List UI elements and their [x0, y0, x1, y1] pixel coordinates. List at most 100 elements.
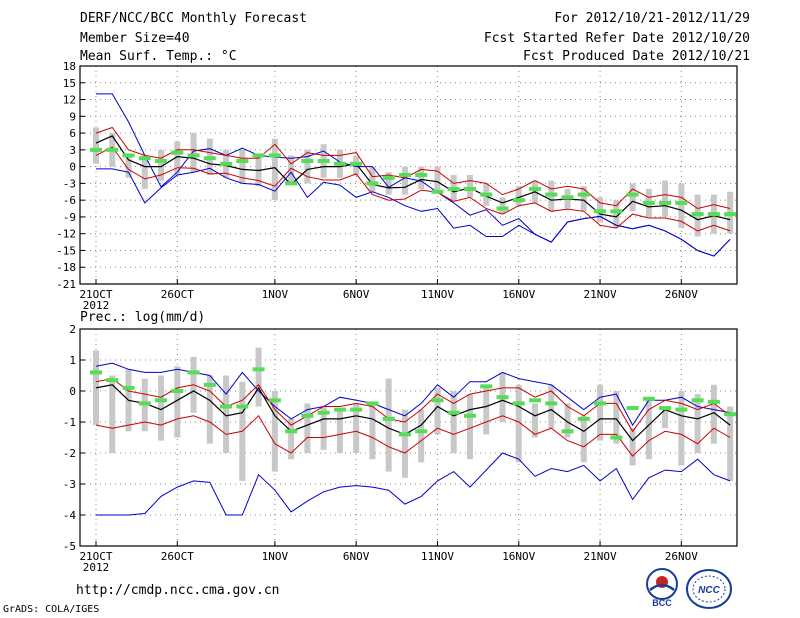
- header-variable: Mean Surf. Temp.: °C: [80, 49, 237, 64]
- prec-ytick-label: -2: [63, 447, 76, 460]
- prec-obs-marker: [512, 401, 525, 406]
- temp-spread-bar: [515, 186, 522, 206]
- prec-xtick-label: 11NOV: [421, 550, 454, 563]
- prec-spread-bar: [483, 384, 490, 435]
- temp-year-label: 2012: [83, 299, 110, 312]
- temp-obs-marker: [512, 198, 525, 203]
- prec-spread-bar: [613, 391, 620, 444]
- prec-spread-bar: [418, 409, 425, 463]
- prec-spread-bar: [434, 387, 441, 435]
- prec-obs-marker: [447, 410, 460, 415]
- prec-obs-marker: [529, 398, 542, 403]
- temp-obs-marker: [691, 212, 704, 217]
- prec-obs-marker: [642, 396, 655, 401]
- temp-xtick-label: 1NOV: [262, 288, 289, 301]
- prec-spread-bar: [336, 409, 343, 453]
- prec-obs-marker: [561, 429, 574, 434]
- temp-ytick-label: -12: [56, 228, 76, 241]
- temp-obs-marker: [350, 161, 363, 166]
- prec-xtick-label: 26OCT: [161, 550, 194, 563]
- temp-obs-marker: [642, 200, 655, 205]
- prec-upper-line: [95, 378, 731, 433]
- temp-mean-line: [95, 135, 731, 221]
- temp-obs-marker: [675, 200, 688, 205]
- prec-mean-line: [95, 384, 731, 442]
- prec-xtick-label: 21NOV: [583, 550, 616, 563]
- prec-spread-bar: [532, 403, 539, 438]
- temp-min-line: [96, 167, 731, 257]
- prec-obs-marker: [431, 398, 444, 403]
- prec-spread-bar: [385, 378, 392, 472]
- temp-ytick-label: 0: [69, 161, 76, 174]
- bcc-logo-ring: [646, 568, 678, 600]
- temp-spread-bar: [271, 138, 278, 201]
- temp-obs-marker: [333, 161, 346, 166]
- prec-spread-bar: [629, 428, 636, 466]
- temp-obs-marker: [220, 161, 233, 166]
- prec-obs-marker: [301, 413, 314, 418]
- header-title: DERF/NCC/BCC Monthly Forecast: [80, 11, 307, 26]
- temp-obs-marker: [398, 173, 411, 177]
- grads-credit: GrADS: COLA/IGES: [3, 604, 100, 615]
- temp-frame: [79, 65, 738, 285]
- temp-spread-bar: [369, 166, 376, 192]
- prec-ytick-label: -4: [63, 509, 77, 522]
- prec-obs-marker: [626, 406, 639, 411]
- prec-xtick-label: 1NOV: [262, 550, 289, 563]
- prec-obs-marker: [610, 435, 623, 440]
- prec-obs-marker: [366, 401, 379, 406]
- prec-max-line: [95, 362, 731, 427]
- prec-spread-bar: [515, 384, 522, 463]
- temp-obs-marker: [187, 153, 200, 158]
- prec-spread-bar: [369, 403, 376, 460]
- prec-spread-bar: [255, 347, 262, 407]
- prec-xtick-label: 26NOV: [665, 550, 698, 563]
- prec-obs-marker: [675, 407, 688, 412]
- prec-obs-marker: [415, 429, 428, 434]
- temp-ytick-label: 12: [63, 94, 76, 107]
- temp-obs-marker: [301, 159, 314, 164]
- ncc-logo-text: NCC: [698, 585, 720, 596]
- temp-spread-bar: [580, 186, 587, 212]
- bcc-logo: BCC: [646, 568, 678, 608]
- temp-obs-marker: [561, 195, 574, 200]
- temp-spread-bar: [499, 197, 506, 215]
- temp-spread-bar: [174, 141, 181, 175]
- bcc-logo-text: BCC: [652, 598, 672, 608]
- prec-ytick-label: 0: [69, 385, 76, 398]
- temp-obs-marker: [594, 209, 607, 214]
- temp-ytick-label: -21: [56, 278, 76, 291]
- prec-obs-marker: [496, 395, 509, 400]
- temp-xtick-label: 21OCT: [79, 288, 112, 301]
- temp-obs-marker: [707, 212, 720, 217]
- temp-spread-bar: [678, 183, 685, 229]
- prec-obs-marker: [252, 367, 265, 372]
- header-member-size: Member Size=40: [80, 31, 190, 46]
- prec-obs-marker: [577, 416, 590, 421]
- prec-panel: -5 -4 -3 -2 -1 0 1 2 21OCT 26OCT 1NOV 6NOV 11NOV 16NO…: [63, 310, 738, 574]
- temp-max-line: [96, 93, 731, 257]
- temp-obs-marker: [480, 192, 493, 197]
- prec-ytick-label: -5: [63, 540, 76, 553]
- footer-url[interactable]: http://cmdp.ncc.cma.gov.cn: [76, 583, 280, 598]
- temp-obs-marker: [171, 150, 184, 155]
- temp-obs-marker: [626, 192, 639, 197]
- temp-ytick-label: 15: [63, 77, 76, 90]
- temp-spread-bar: [613, 200, 620, 229]
- temp-ytick-label: -9: [63, 211, 76, 224]
- header-produced-date: Fcst Produced Date 2012/10/21: [523, 49, 750, 64]
- temp-obs-marker: [236, 159, 249, 164]
- prec-obs-marker: [724, 412, 737, 417]
- temp-obs-marker: [203, 156, 216, 161]
- prec-obs-marker: [187, 370, 200, 375]
- temp-spread-bar: [434, 166, 441, 192]
- temp-obs-marker: [317, 159, 330, 164]
- prec-xtick-label: 6NOV: [343, 550, 370, 563]
- temp-spread-bar: [158, 149, 165, 181]
- prec-ytick-label: 1: [69, 354, 76, 367]
- prec-spread-bar: [710, 384, 717, 444]
- prec-min-line: [96, 452, 731, 516]
- temp-obs-marker: [545, 192, 558, 197]
- prec-obs-marker: [268, 398, 281, 403]
- prec-spread-bar: [727, 406, 734, 481]
